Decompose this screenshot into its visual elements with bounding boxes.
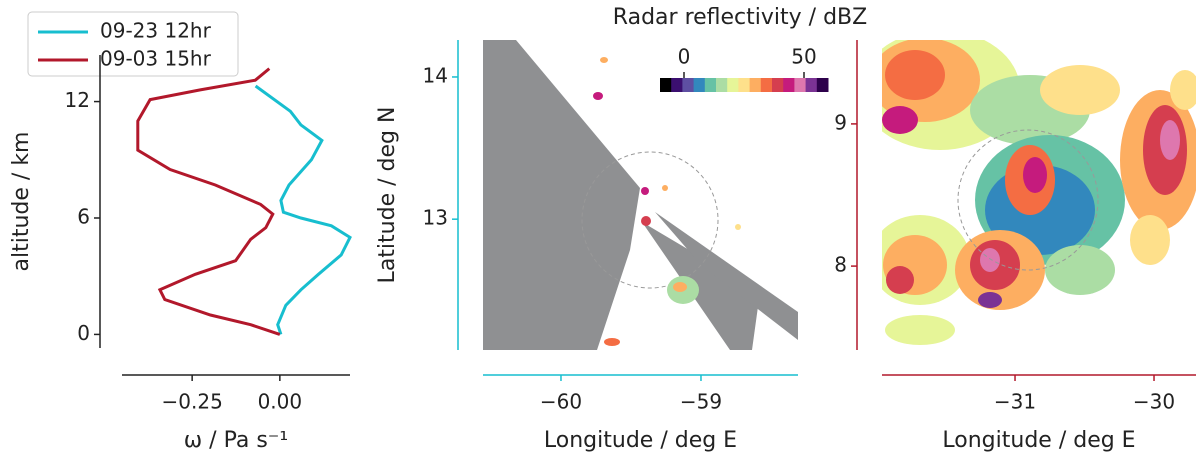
y-tick-label: 14	[423, 63, 448, 87]
colorbar-segment	[727, 78, 739, 92]
radar-echo	[1170, 70, 1196, 110]
y-tick-label: 12	[65, 88, 90, 112]
radar-echo	[600, 57, 608, 63]
colorbar-segment	[704, 78, 717, 92]
colorbar-segment	[682, 78, 695, 92]
colorbar-segment	[738, 78, 751, 92]
radar-echo	[885, 315, 955, 345]
x-axis-label: ω / Pa s⁻¹	[184, 428, 288, 453]
colorbar-segment	[660, 78, 672, 92]
radar-echo	[604, 338, 620, 346]
colorbar-segment	[693, 78, 706, 92]
colorbar-segment	[772, 78, 784, 92]
y-axis-label: Latitude / deg N	[375, 107, 400, 284]
x-tick-label: −59	[680, 390, 722, 414]
range-ring	[581, 151, 719, 289]
colorbar-tick-label: 0	[678, 45, 691, 69]
radar-echo	[1160, 120, 1180, 160]
colorbar-tick-label: 50	[791, 45, 816, 69]
colorbar-segment	[794, 78, 807, 92]
radar-echo	[1040, 65, 1120, 115]
legend-label: 09-23 12hr	[100, 19, 212, 43]
radar-echo	[1130, 215, 1170, 265]
y-tick-label: 13	[423, 206, 448, 230]
radar-map	[483, 40, 798, 350]
colorbar-segment	[783, 78, 795, 92]
profile-line	[136, 67, 281, 336]
y-tick-label: 8	[834, 253, 847, 277]
x-tick-label: −60	[540, 390, 582, 414]
y-tick-label: 0	[77, 321, 90, 345]
radar-echo	[1023, 157, 1047, 193]
x-tick-label: −0.25	[162, 390, 223, 414]
y-tick-label: 9	[834, 110, 847, 134]
radar-map	[882, 40, 1196, 345]
colorbar-segment	[816, 78, 829, 92]
radar-echo	[662, 185, 668, 191]
x-tick-label: 0.00	[258, 390, 303, 414]
y-axis-label: altitude / km	[9, 132, 34, 272]
radar-mask	[483, 40, 640, 350]
radar-echo	[980, 248, 1000, 272]
colorbar-segment	[805, 78, 818, 92]
colorbar-segment	[716, 78, 728, 92]
x-tick-label: −30	[1133, 390, 1175, 414]
radar-mask	[642, 222, 760, 350]
radar-echo	[641, 216, 651, 226]
colorbar-segment	[760, 78, 773, 92]
radar-echo	[882, 106, 918, 134]
radar-echo	[593, 92, 603, 100]
radar-echo	[886, 266, 914, 294]
x-axis-label: Longitude / deg E	[544, 428, 737, 453]
profile-line	[254, 84, 352, 335]
radar-echo	[735, 224, 741, 230]
radar-echo	[673, 282, 687, 292]
x-tick-label: −31	[994, 390, 1036, 414]
y-tick-label: 6	[77, 204, 90, 228]
legend-label: 09-03 15hr	[100, 47, 212, 71]
range-ring	[957, 129, 1099, 271]
radar-echo	[641, 187, 649, 195]
radar-echo	[978, 292, 1002, 308]
colorbar-segment	[749, 78, 762, 92]
radar-echo	[1045, 245, 1115, 295]
colorbar-segment	[671, 78, 683, 92]
radar-mask	[655, 212, 798, 340]
radar-echo	[885, 50, 945, 100]
colorbar-label: Radar reflectivity / dBZ	[613, 5, 867, 30]
x-axis-label: Longitude / deg E	[942, 428, 1135, 453]
